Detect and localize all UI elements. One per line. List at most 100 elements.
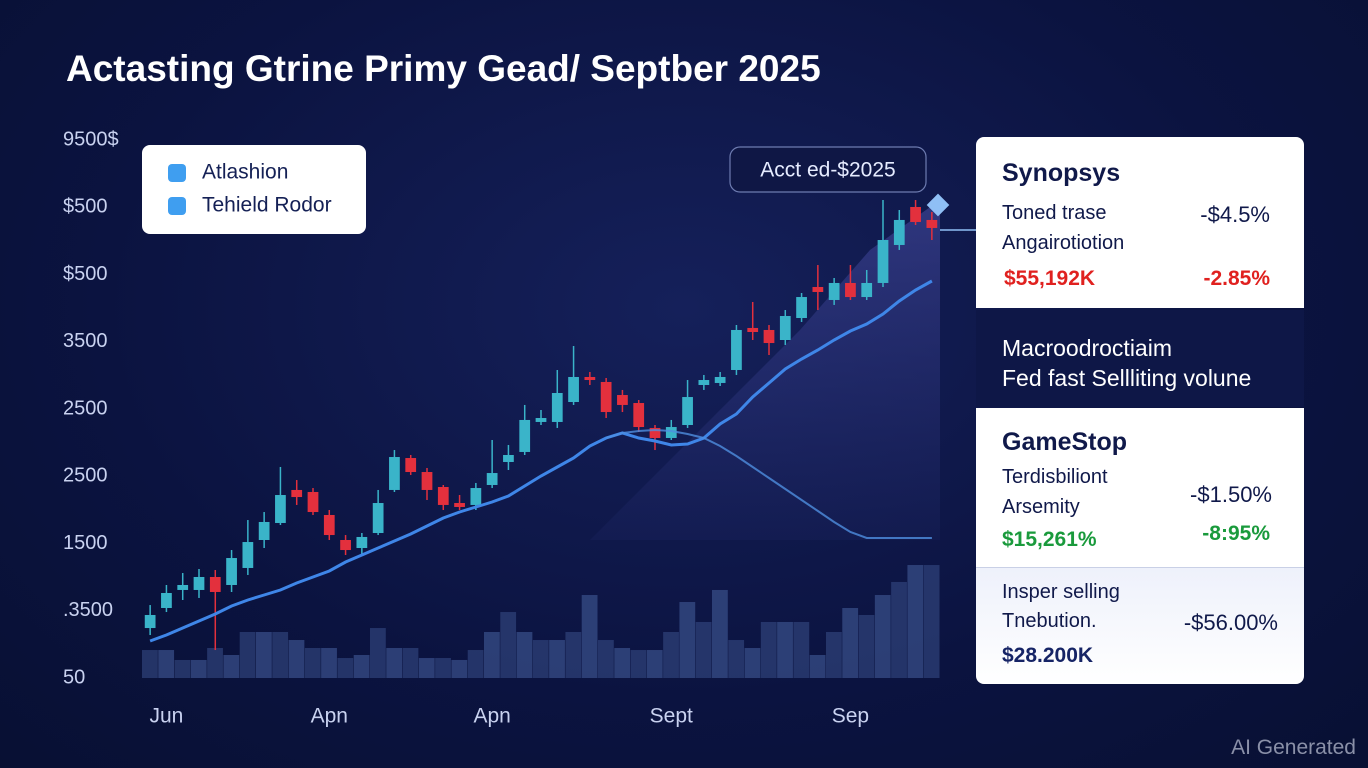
legend (142, 145, 366, 234)
candle-body (258, 521, 270, 541)
card-text: Fed fast Sellliting volune (1002, 365, 1252, 391)
candle-body (893, 219, 905, 245)
volume-bar (826, 632, 842, 678)
card-title: Synopsys (1002, 159, 1121, 187)
volume-bar (190, 659, 207, 678)
volume-bar (809, 655, 826, 678)
volume-bar (516, 632, 533, 678)
candle-body (291, 489, 303, 498)
card: Synopsys Toned trase -$4.5% Angairotioti… (976, 137, 1304, 308)
candle-body (177, 584, 189, 590)
candle-body (747, 327, 759, 332)
card-text: Arsemity (1002, 496, 1080, 518)
card: GameStop Terdisbiliont Arsemity -$1.50% … (976, 408, 1304, 567)
candle-body (161, 592, 172, 608)
y-tick-label: 50 (63, 666, 85, 688)
volume-bar (370, 628, 386, 678)
x-tick-label: Apn (473, 705, 510, 728)
legend-label: Atlashion (202, 161, 288, 184)
candle-body (275, 495, 286, 523)
y-tick-label: 2500 (63, 465, 108, 487)
x-tick-label: Sep (832, 705, 869, 728)
candle-body (486, 473, 498, 485)
candle-body (307, 491, 319, 513)
candle-body (193, 576, 205, 590)
candle-body (503, 454, 514, 462)
y-tick-label: .3500 (63, 599, 113, 621)
volume-bar (549, 640, 565, 678)
volume-bar (646, 650, 663, 678)
legend-label: Tehield Rodor (202, 194, 332, 217)
volume-bar (142, 650, 158, 678)
card-text: Toned trase (1002, 202, 1107, 224)
candle-body (535, 418, 547, 422)
card: Insper selling Tnebution. -$56.00% $28.2… (976, 567, 1304, 684)
candle-body (584, 376, 596, 381)
line (149, 279, 933, 643)
candle-body (454, 503, 465, 507)
volume-bar (614, 648, 631, 678)
candle-body (617, 395, 628, 405)
volume-bar (288, 640, 305, 678)
card: Macroodroctiaim Fed fast Sellliting volu… (976, 310, 1304, 407)
card-text: Tnebution. (1002, 610, 1097, 632)
candle-body (845, 282, 856, 298)
volume-bar (158, 650, 175, 678)
candle-body (649, 427, 661, 438)
y-tick-label: 3500 (63, 330, 108, 352)
card-value: -8:95% (1202, 522, 1270, 545)
volume-bar (500, 612, 517, 678)
card-text: Terdisbiliont (1002, 466, 1108, 488)
volume-bar (174, 659, 191, 678)
candle-body (828, 282, 840, 300)
volume-bar (532, 640, 549, 678)
volume-bar (353, 655, 370, 678)
page-title: Actasting Gtrine Primy Gead/ Septber 202… (66, 48, 821, 89)
candle-body (437, 487, 449, 505)
candle-body (682, 397, 693, 426)
volume-bar (679, 602, 696, 678)
candle-body (731, 329, 742, 370)
card-value: -$1.50% (1190, 482, 1272, 507)
candle-body (568, 376, 579, 403)
volume-bar (467, 650, 484, 678)
volume-bar (321, 648, 337, 678)
volume-bar (581, 595, 598, 678)
volume-bar (663, 632, 679, 678)
card-value: -$4.5% (1200, 202, 1270, 227)
volume-bar (598, 640, 614, 678)
y-tick-label: $500 (63, 196, 108, 218)
candle-body (144, 614, 156, 629)
line (605, 428, 932, 539)
volume-bar (435, 658, 451, 678)
volume-bar (923, 565, 940, 678)
x-tick-label: Apn (311, 705, 348, 728)
y-tick-label: $500 (63, 263, 108, 285)
candle-body (779, 315, 791, 341)
candle-body (877, 240, 889, 283)
card-value: $28.200K (1002, 644, 1094, 667)
volume-bar (272, 632, 289, 678)
legend-swatch (168, 164, 186, 182)
volume-bar (565, 632, 582, 678)
candle-body (812, 287, 824, 292)
card-text: Angairotiotion (1002, 232, 1125, 254)
candle-body (926, 219, 938, 228)
candle-body (633, 403, 645, 428)
x-tick-label: Jun (149, 705, 183, 728)
candle-body (698, 380, 710, 385)
candle-body (389, 457, 400, 490)
volume-bar (418, 658, 435, 678)
volume-bar (793, 621, 810, 678)
y-tick-label: 1500 (63, 532, 108, 554)
volume-bar (891, 581, 907, 678)
volume-bar (695, 621, 712, 678)
volume-bar (874, 595, 891, 678)
candle-body (356, 536, 368, 549)
watermark: AI Generated (1231, 736, 1356, 759)
volume-bar (207, 648, 223, 678)
volume-bar (907, 565, 924, 678)
volume-bar (842, 607, 859, 678)
volume-bar (223, 655, 240, 678)
